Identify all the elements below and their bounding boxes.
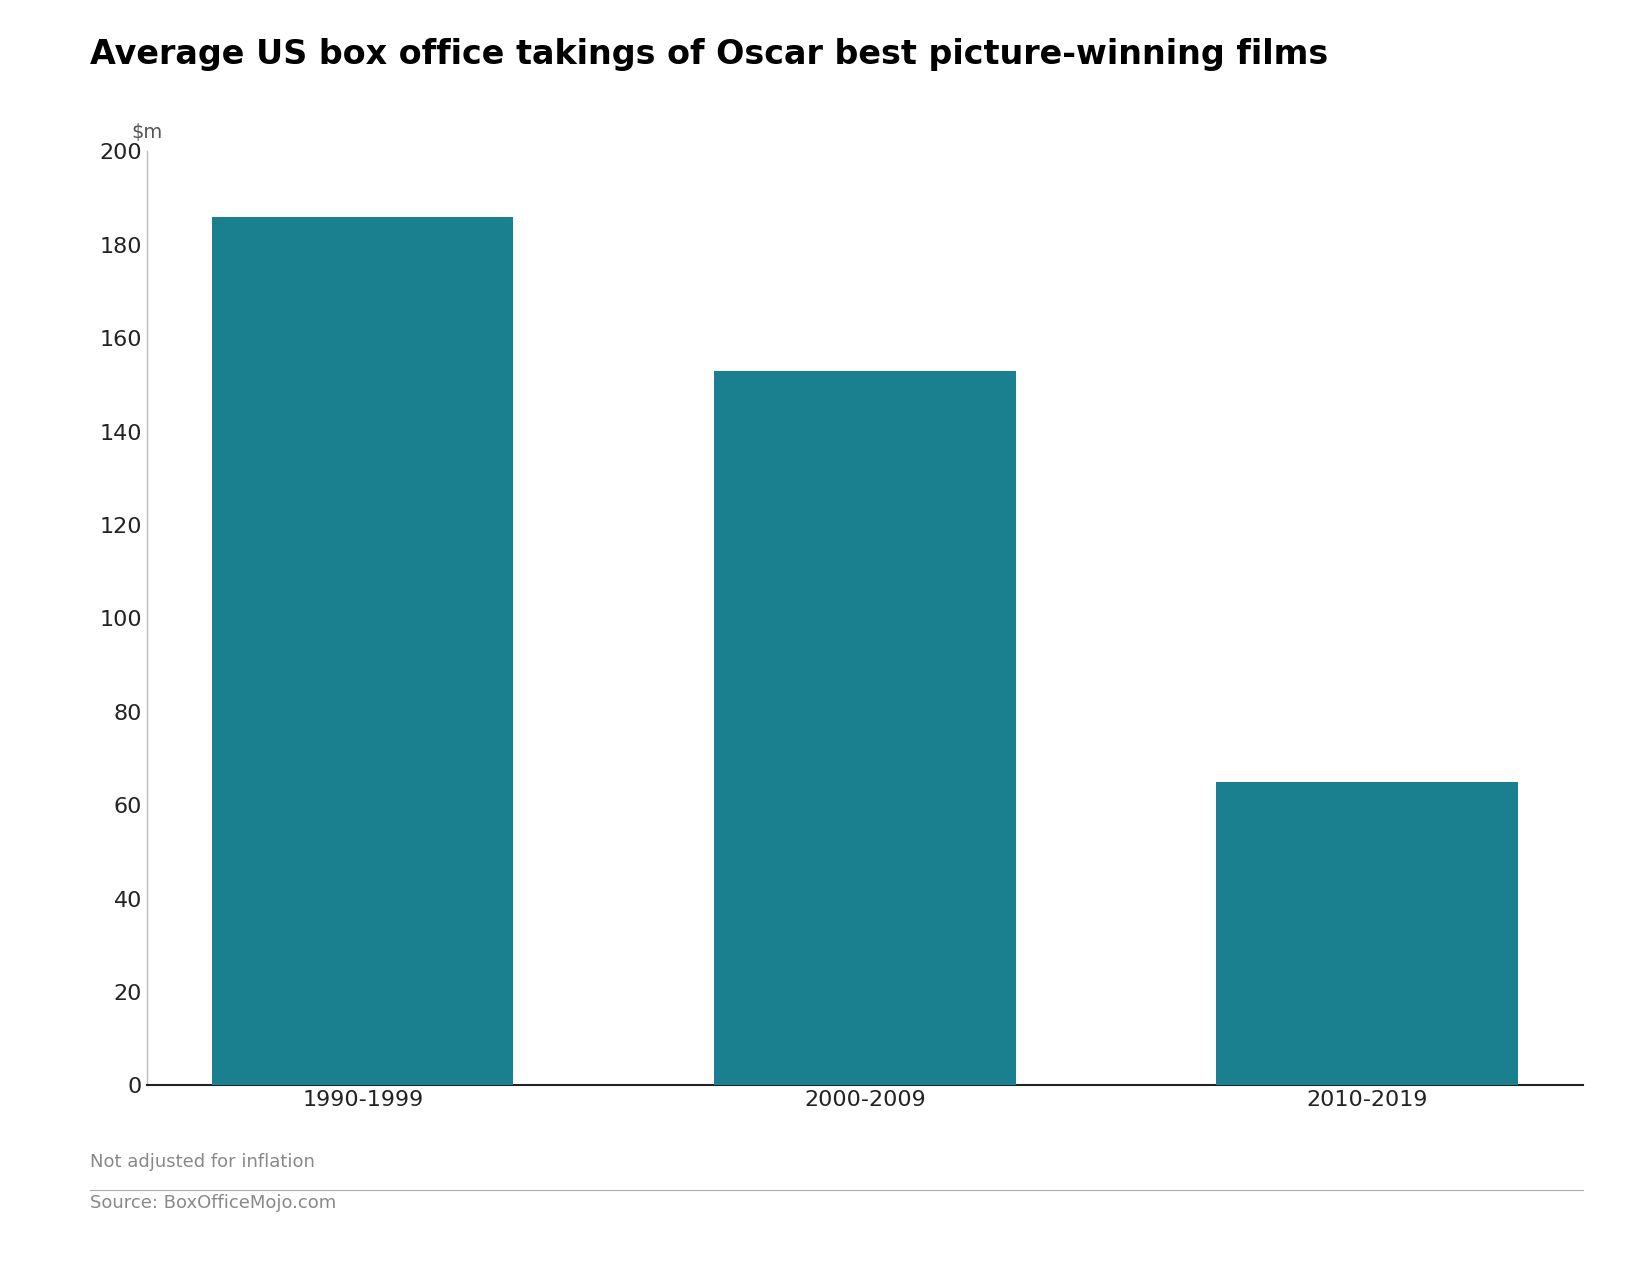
Bar — [715, 371, 1015, 1085]
Text: $m: $m — [131, 124, 163, 143]
Text: Source: BoxOfficeMojo.com: Source: BoxOfficeMojo.com — [90, 1194, 336, 1212]
Bar — [212, 217, 514, 1085]
Bar — [1216, 781, 1518, 1085]
Text: Average US box office takings of Oscar best picture-winning films: Average US box office takings of Oscar b… — [90, 38, 1328, 71]
Text: BBC: BBC — [1505, 1206, 1555, 1224]
Text: Not adjusted for inflation: Not adjusted for inflation — [90, 1153, 315, 1171]
